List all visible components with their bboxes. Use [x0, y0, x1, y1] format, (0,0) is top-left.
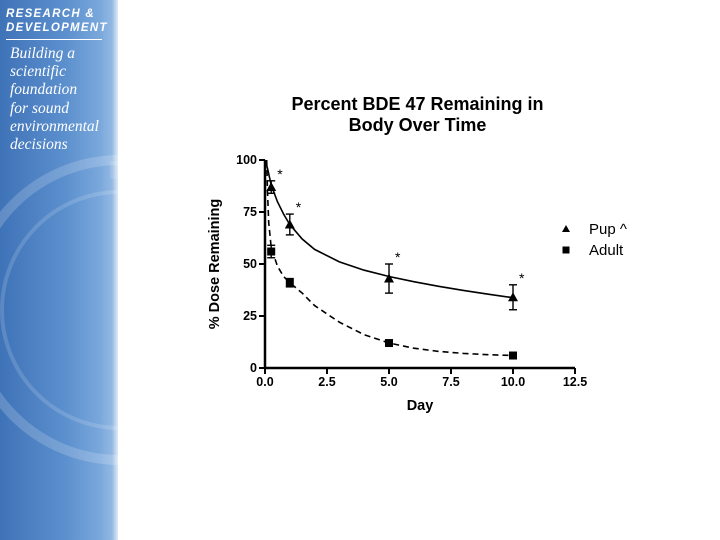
tagline-line: Building a	[10, 45, 76, 62]
legend-adult-marker	[562, 246, 570, 254]
legend-pup-label: Pup ^	[589, 221, 627, 238]
chart-title-line-2: Body Over Time	[348, 115, 487, 135]
pup-data-point	[384, 273, 394, 283]
sidebar-tagline: Building a scientific foundation for sou…	[10, 45, 99, 154]
y-tick-label: 50	[243, 257, 257, 271]
header-line-1: RESEARCH &	[6, 8, 96, 20]
pup-data-point	[508, 292, 518, 302]
tagline-line: scientific	[10, 63, 66, 81]
x-tick-label: 10.0	[501, 375, 525, 389]
tagline-line: environmental	[10, 117, 99, 135]
y-axis-title: % Dose Remaining	[207, 199, 223, 330]
adult-data-point	[285, 278, 294, 287]
y-tick-label: 75	[243, 205, 257, 219]
research-development-header: RESEARCH & DEVELOPMENT	[6, 7, 108, 35]
agency-seal-watermark	[0, 155, 118, 465]
adult-data-point	[509, 351, 517, 360]
adult-data-point	[267, 247, 276, 256]
pup-data-point	[284, 219, 295, 229]
legend-adult-label: Adult	[589, 242, 624, 259]
chart-title: Percent BDE 47 Remaining in Body Over Ti…	[255, 94, 580, 136]
x-tick-label: 7.5	[442, 375, 459, 389]
x-axis-title: Day	[407, 398, 434, 414]
x-tick-label: 5.0	[380, 375, 397, 389]
chart-title-line-1: Percent BDE 47 Remaining in	[291, 94, 544, 114]
y-tick-label: 25	[243, 309, 257, 323]
x-tick-label: 0.0	[256, 375, 273, 389]
x-tick-label: 12.5	[563, 375, 587, 389]
sidebar-edge-fade	[112, 0, 118, 540]
sidebar-banner: RESEARCH & DEVELOPMENT Building a scient…	[0, 0, 118, 540]
tagline-line: decisions	[10, 136, 68, 154]
x-tick-label: 2.5	[318, 375, 335, 389]
y-tick-label: 0	[250, 361, 257, 375]
series-adult-curve	[265, 159, 514, 357]
pup-data-point	[266, 182, 277, 192]
significance-star: *	[296, 199, 302, 215]
tagline-line: foundation	[10, 81, 78, 99]
header-divider	[6, 39, 102, 40]
adult-data-point	[385, 339, 393, 348]
header-line-2: DEVELOPMENT	[6, 22, 108, 34]
significance-star: *	[277, 166, 283, 182]
legend-pup-marker	[562, 225, 570, 232]
y-tick-label: 100	[236, 153, 257, 167]
significance-star: *	[519, 270, 525, 286]
significance-star: *	[395, 249, 401, 265]
tagline-line: for sound	[10, 99, 69, 117]
